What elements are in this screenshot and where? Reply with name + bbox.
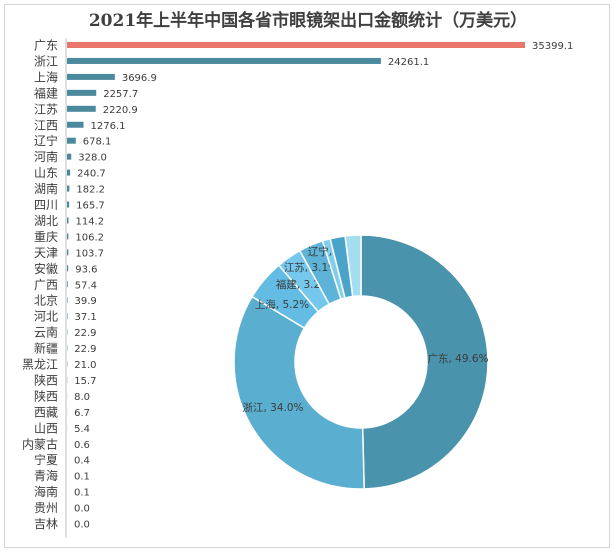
- bar-value-label: 165.7: [76, 201, 105, 212]
- bar-mark: [67, 233, 69, 240]
- bar-value-label: 2257.7: [103, 89, 138, 100]
- bar-value-label: 678.1: [83, 137, 112, 148]
- donut-slice: [360, 234, 489, 490]
- bar-value-label: 35399.1: [532, 41, 573, 52]
- bar-category-label: 福建: [34, 85, 58, 100]
- bar-value-label: 182.2: [76, 185, 105, 196]
- bar-value-label: 0.6: [74, 440, 90, 451]
- bar-mark: [67, 297, 68, 304]
- bar-mark: [67, 217, 69, 224]
- bar-mark: [67, 265, 69, 272]
- donut-slice-label: 江苏, 3.1%: [284, 261, 338, 274]
- bar-mark: [67, 73, 115, 80]
- bar-mark: [67, 89, 97, 96]
- bar-category-label: 吉林: [34, 517, 58, 531]
- bar-category-label: 江苏: [34, 102, 58, 116]
- bar-category-label: 广东: [34, 39, 58, 53]
- bar-value-label: 0.0: [74, 504, 90, 515]
- bar-value-label: 39.9: [75, 296, 97, 307]
- bar-category-label: 海南: [34, 484, 58, 499]
- bar-mark: [67, 281, 68, 288]
- donut-slice: [344, 234, 362, 298]
- bar-category-label: 新疆: [34, 341, 58, 356]
- bar-value-label: 0.4: [74, 456, 90, 467]
- bar-mark: [67, 153, 72, 160]
- bar-value-label: 22.9: [74, 344, 96, 355]
- donut-slice: [233, 295, 365, 490]
- bar-category-label: 内蒙古: [22, 436, 58, 451]
- bar-mark: [67, 137, 76, 144]
- chart-title: 2021年上半年中国各省市眼镜架出口金额统计（万美元）: [88, 11, 528, 31]
- bar-category-label: 浙江: [34, 54, 58, 68]
- bar-category-label: 湖北: [34, 213, 58, 228]
- bar-value-label: 240.7: [77, 169, 106, 180]
- bar-category-label: 重庆: [34, 230, 58, 244]
- bar-category-label: 安徽: [34, 261, 58, 276]
- bar-category-label: 辽宁: [34, 133, 58, 148]
- bar-category-label: 宁夏: [34, 452, 58, 467]
- bar-value-label: 106.2: [75, 232, 104, 243]
- chart-frame: [4, 4, 610, 548]
- bar-value-label: 0.1: [74, 472, 90, 483]
- bar-category-label: 山西: [34, 421, 58, 435]
- bar-category-label: 河南: [34, 149, 58, 164]
- bar-category-label: 河北: [34, 310, 58, 324]
- bar-value-label: 37.1: [74, 312, 96, 323]
- bar-category-label: 陕西: [34, 388, 58, 403]
- bar-mark: [67, 201, 70, 208]
- bar-mark: [67, 42, 525, 48]
- donut-slice-label: 上海, 5.2%: [255, 298, 309, 311]
- bar-value-label: 1276.1: [91, 121, 126, 132]
- bar-category-label: 西藏: [34, 405, 58, 419]
- bar-category-label: 广西: [34, 278, 58, 292]
- bar-value-label: 2220.9: [103, 105, 138, 116]
- bar-category-label: 上海: [34, 69, 58, 84]
- bar-category-label: 云南: [34, 325, 58, 340]
- bar-category-label: 贵州: [34, 501, 58, 515]
- bar-category-label: 黑龙江: [22, 358, 58, 372]
- bar-category-label: 四川: [34, 198, 58, 212]
- bar-value-label: 103.7: [75, 248, 104, 259]
- bar-value-label: 93.6: [75, 264, 97, 275]
- bar-value-label: 57.4: [75, 280, 97, 291]
- donut-slice-label: 浙江, 34.0%: [242, 402, 303, 414]
- bar-value-label: 5.4: [74, 424, 90, 435]
- bar-value-label: 0.0: [74, 520, 90, 531]
- bar-mark: [67, 169, 71, 176]
- bar-mark: [67, 249, 69, 256]
- bar-category-label: 江西: [34, 118, 58, 132]
- bar-value-label: 15.7: [74, 376, 96, 387]
- bar-category-label: 陕西: [34, 372, 58, 387]
- bar-value-label: 114.2: [75, 216, 104, 227]
- bar-value-label: 22.9: [74, 328, 96, 339]
- bar-value-label: 0.1: [74, 488, 90, 499]
- bar-value-label: 21.0: [74, 360, 96, 371]
- bar-value-label: 24261.1: [388, 57, 429, 68]
- bar-mark: [67, 105, 96, 112]
- donut-slice-label: 广东, 49.6%: [427, 352, 488, 365]
- bar-category-label: 湖南: [34, 181, 58, 196]
- bar-value-label: 8.0: [74, 392, 90, 403]
- bar-value-label: 3696.9: [122, 73, 157, 84]
- bar-value-label: 6.7: [74, 408, 90, 419]
- bar-category-label: 天津: [34, 246, 58, 260]
- bar-mark: [67, 121, 84, 128]
- bar-value-label: 328.0: [78, 153, 107, 164]
- bar-category-label: 山东: [34, 166, 58, 180]
- bar-category-label: 青海: [34, 468, 58, 483]
- bar-mark: [67, 185, 70, 192]
- bar-mark: [67, 57, 381, 64]
- bar-category-label: 北京: [34, 294, 58, 308]
